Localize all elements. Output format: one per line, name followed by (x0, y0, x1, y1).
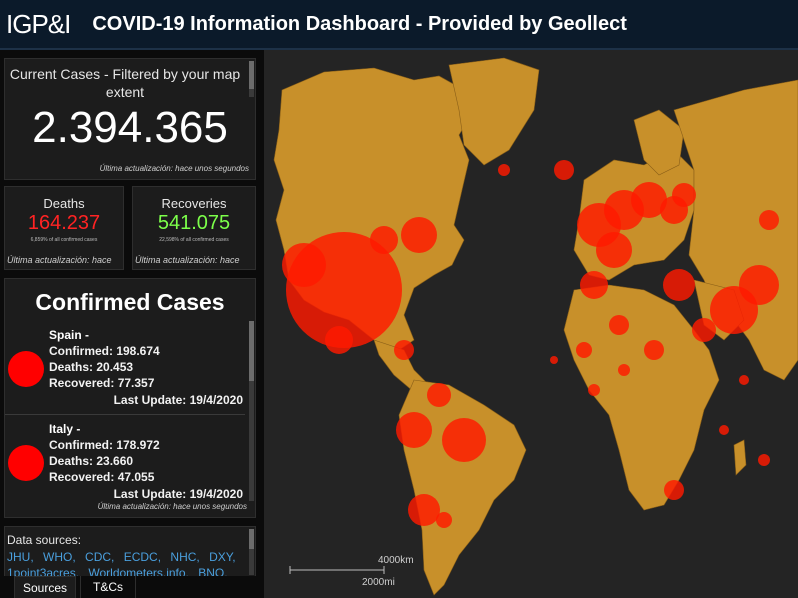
source-link[interactable]: WHO, (43, 550, 76, 564)
case-marker (618, 364, 630, 376)
data-sources-links: JHU, WHO, CDC, ECDC, NHC, DXY, 1point3ac… (7, 549, 247, 579)
case-country: Italy - (49, 422, 81, 436)
current-cases-panel: Current Cases - Filtered by your map ext… (4, 58, 256, 180)
current-cases-title: Current Cases - Filtered by your map ext… (9, 66, 241, 97)
current-cases-value: 2.394.365 (32, 103, 228, 152)
case-marker (408, 494, 440, 526)
case-marker (427, 383, 451, 407)
app-title: COVID-19 Information Dashboard - Provide… (92, 12, 627, 35)
case-marker (394, 340, 414, 360)
case-marker (644, 340, 664, 360)
case-marker (739, 375, 749, 385)
case-marker (550, 356, 558, 364)
confirmed-cases-heading: Confirmed Cases (35, 289, 225, 315)
data-sources-label: Data sources: (7, 533, 82, 547)
map-canvas[interactable] (264, 50, 798, 598)
deaths-title: Deaths (43, 196, 85, 211)
case-marker (436, 512, 452, 528)
case-marker (325, 326, 353, 354)
case-marker (719, 425, 729, 435)
current-cases-update: Última actualización: hace unos segundos (99, 164, 249, 173)
scale-km: 4000km (378, 555, 414, 566)
land-madagascar (733, 439, 747, 476)
tab-sources[interactable]: Sources (14, 576, 76, 598)
case-marker-icon (8, 445, 44, 481)
case-marker (631, 182, 667, 218)
igpi-logo: IGP&I (6, 8, 71, 39)
case-marker (576, 342, 592, 358)
recoveries-percentage: 22,598% of all confirmed cases (159, 237, 229, 243)
source-link[interactable]: NHC, (170, 550, 200, 564)
case-marker (596, 232, 632, 268)
confirmed-cases-update: Última actualización: hace unos segundos (97, 502, 247, 511)
confirmed-cases-scrollbar[interactable] (249, 321, 254, 501)
land-south-america (398, 379, 527, 596)
confirmed-cases-panel: Confirmed Cases Spain - Confirmed: 198.6… (4, 278, 256, 518)
list-divider (5, 414, 245, 415)
case-deaths: Deaths: 23.660 (49, 454, 134, 468)
source-link[interactable]: BNO, (198, 566, 228, 579)
deaths-panel: Deaths 164.237 6,859% of all confirmed c… (4, 186, 124, 270)
app-header: IGP&I COVID-19 Information Dashboard - P… (0, 0, 798, 50)
case-marker (442, 418, 486, 462)
case-recovered: Recovered: 77.357 (49, 376, 155, 390)
land-africa (563, 284, 720, 511)
data-sources-panel: Data sources: JHU, WHO, CDC, ECDC, NHC, … (4, 526, 256, 579)
case-marker (692, 318, 716, 342)
current-cases-scrollbar[interactable] (249, 61, 254, 97)
case-marker (759, 210, 779, 230)
case-deaths: Deaths: 20.453 (49, 360, 134, 374)
case-marker (282, 243, 326, 287)
case-marker (370, 226, 398, 254)
case-last-update: Last Update: 19/4/2020 (113, 487, 243, 501)
scale-mi: 2000mi (362, 577, 395, 588)
recoveries-update: Última actualización: hace (135, 255, 240, 265)
case-marker (554, 160, 574, 180)
case-marker (588, 384, 600, 396)
case-country: Spain - (49, 328, 90, 342)
bottom-tab-bar: Sources T&Cs (4, 576, 256, 598)
list-item[interactable]: Spain - Confirmed: 198.674 Deaths: 20.45… (5, 327, 245, 417)
deaths-value: 164.237 (27, 212, 101, 234)
deaths-percentage: 6,859% of all confirmed cases (30, 237, 98, 243)
source-link[interactable]: 1point3acres, (7, 566, 80, 579)
source-link[interactable]: JHU, (7, 550, 34, 564)
case-confirmed: Confirmed: 178.972 (49, 438, 160, 452)
land-scandinavia (633, 109, 685, 176)
source-link[interactable]: CDC, (85, 550, 115, 564)
world-map[interactable]: 4000km 2000mi (264, 50, 798, 598)
case-last-update: Last Update: 19/4/2020 (113, 393, 243, 407)
case-marker (396, 412, 432, 448)
case-marker (401, 217, 437, 253)
recoveries-panel: Recoveries 541.075 22,598% of all confir… (132, 186, 256, 270)
source-link[interactable]: ECDC, (123, 550, 162, 564)
case-marker (580, 271, 608, 299)
recoveries-title: Recoveries (161, 196, 227, 211)
deaths-update: Última actualización: hace (7, 255, 112, 265)
case-marker (609, 315, 629, 335)
case-confirmed: Confirmed: 198.674 (49, 344, 160, 358)
case-marker-icon (8, 351, 44, 387)
source-link[interactable]: Worldometers.info, (88, 566, 189, 579)
case-marker (758, 454, 770, 466)
case-marker (663, 269, 695, 301)
case-marker (498, 164, 510, 176)
land-greenland (448, 57, 540, 166)
case-marker (664, 480, 684, 500)
list-item[interactable]: Italy - Confirmed: 178.972 Deaths: 23.66… (5, 421, 245, 511)
data-sources-scrollbar[interactable] (249, 529, 254, 575)
tab-tcs[interactable]: T&Cs (80, 576, 136, 598)
case-marker (672, 183, 696, 207)
case-markers (282, 160, 779, 528)
recoveries-value: 541.075 (157, 212, 231, 234)
case-recovered: Recovered: 47.055 (49, 470, 155, 484)
map-scale-bar (289, 566, 385, 574)
source-link[interactable]: DXY, (209, 550, 236, 564)
case-marker (739, 265, 779, 305)
